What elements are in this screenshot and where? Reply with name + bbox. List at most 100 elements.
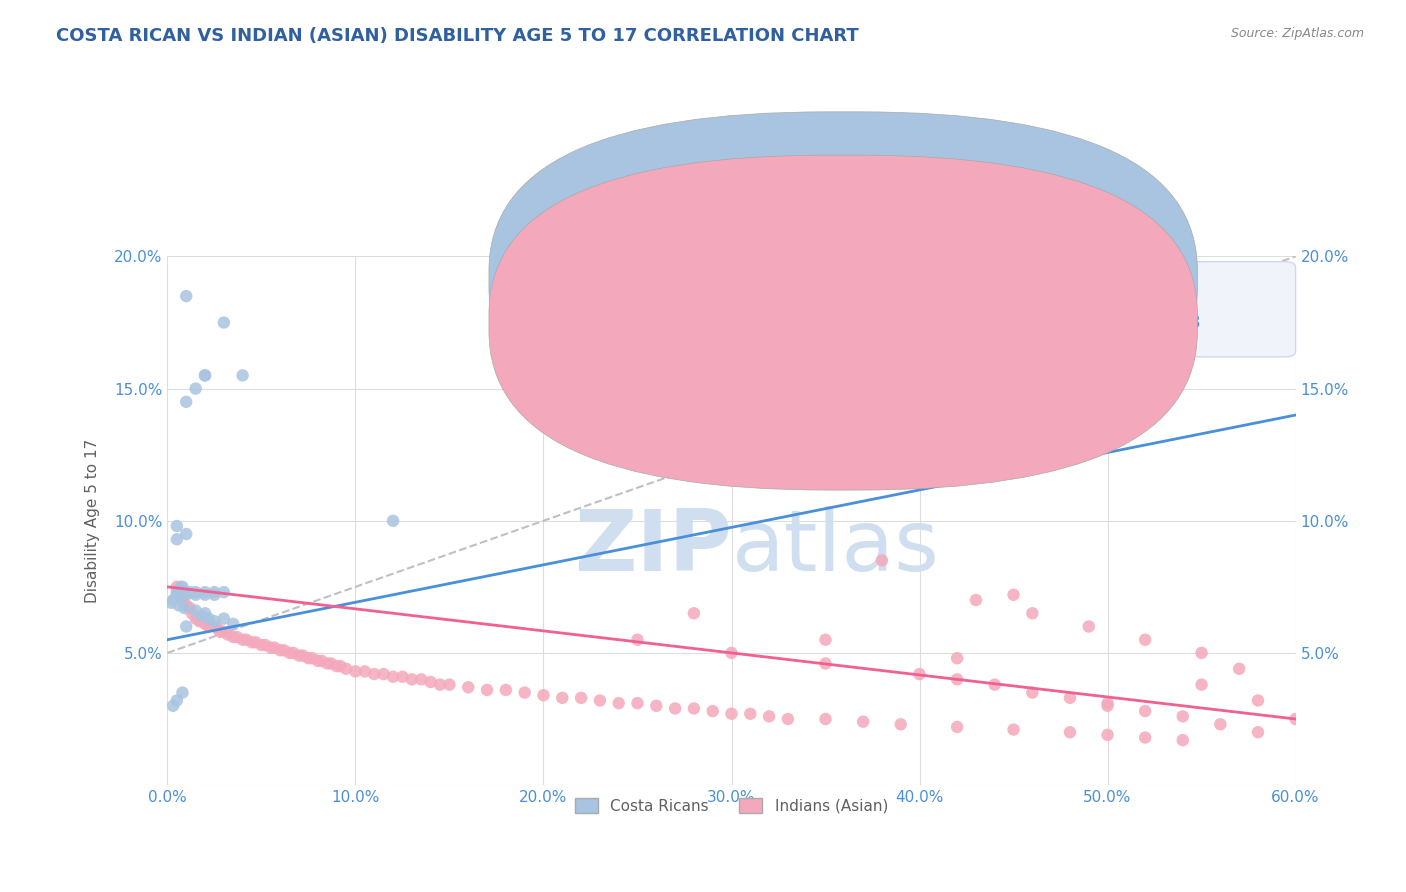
Point bbox=[174, 599, 197, 613]
Point bbox=[288, 648, 311, 663]
Point bbox=[1209, 717, 1232, 731]
Point bbox=[401, 673, 423, 687]
Point bbox=[411, 673, 433, 687]
Legend: Costa Ricans, Indians (Asian): Costa Ricans, Indians (Asian) bbox=[569, 791, 894, 820]
Point bbox=[172, 588, 194, 602]
Point bbox=[250, 638, 273, 652]
Point bbox=[475, 682, 498, 697]
Point bbox=[194, 616, 217, 631]
Point bbox=[870, 553, 893, 567]
Point bbox=[513, 685, 536, 699]
Point bbox=[311, 654, 333, 668]
Point bbox=[179, 585, 201, 599]
Point bbox=[179, 601, 201, 615]
Point bbox=[965, 593, 987, 607]
Point bbox=[209, 624, 232, 639]
Point bbox=[533, 688, 555, 702]
Point bbox=[1247, 693, 1270, 707]
Point bbox=[172, 580, 194, 594]
Point bbox=[184, 588, 207, 602]
Point bbox=[204, 585, 226, 599]
Point bbox=[197, 619, 219, 633]
Point bbox=[740, 706, 762, 721]
Point bbox=[194, 368, 217, 383]
Point bbox=[1002, 723, 1025, 737]
Point bbox=[174, 588, 197, 602]
Point bbox=[160, 596, 183, 610]
Point bbox=[1171, 733, 1194, 747]
Point bbox=[1097, 698, 1119, 713]
Point bbox=[194, 368, 217, 383]
Point bbox=[353, 665, 375, 679]
Point bbox=[291, 648, 314, 663]
Text: N =: N = bbox=[1070, 271, 1101, 289]
Point bbox=[852, 714, 875, 729]
Text: 44: 44 bbox=[1160, 271, 1189, 289]
Point bbox=[232, 632, 254, 647]
Point bbox=[166, 580, 188, 594]
Point bbox=[946, 720, 969, 734]
Point bbox=[1002, 588, 1025, 602]
Text: R =: R = bbox=[856, 271, 886, 289]
Point bbox=[626, 696, 648, 710]
Point bbox=[1191, 678, 1213, 692]
Point bbox=[240, 635, 263, 649]
Point bbox=[260, 640, 283, 655]
Point bbox=[607, 696, 630, 710]
Point bbox=[329, 659, 352, 673]
Point bbox=[273, 643, 295, 657]
Point bbox=[188, 614, 211, 628]
Point bbox=[194, 607, 217, 621]
Point bbox=[720, 646, 742, 660]
Point bbox=[166, 693, 188, 707]
Point bbox=[278, 646, 301, 660]
Point bbox=[1021, 685, 1043, 699]
Point bbox=[391, 670, 413, 684]
Point bbox=[269, 643, 291, 657]
Point bbox=[166, 591, 188, 605]
Text: ZIP: ZIP bbox=[574, 506, 731, 589]
Point bbox=[814, 632, 837, 647]
Point bbox=[814, 657, 837, 671]
Point bbox=[226, 630, 249, 644]
Point bbox=[172, 685, 194, 699]
FancyBboxPatch shape bbox=[810, 261, 1295, 357]
Point bbox=[1133, 632, 1156, 647]
Point bbox=[173, 601, 195, 615]
Text: COSTA RICAN VS INDIAN (ASIAN) DISABILITY AGE 5 TO 17 CORRELATION CHART: COSTA RICAN VS INDIAN (ASIAN) DISABILITY… bbox=[56, 27, 859, 45]
Point bbox=[174, 619, 197, 633]
Point bbox=[184, 382, 207, 396]
Point bbox=[1059, 725, 1081, 739]
Point bbox=[1284, 712, 1306, 726]
Point bbox=[382, 670, 405, 684]
Point bbox=[174, 527, 197, 541]
Point bbox=[1247, 725, 1270, 739]
Point bbox=[890, 717, 912, 731]
Point bbox=[180, 607, 202, 621]
Point bbox=[316, 657, 339, 671]
Point bbox=[174, 289, 197, 303]
Point bbox=[319, 657, 342, 671]
Point bbox=[297, 651, 319, 665]
Point bbox=[1059, 690, 1081, 705]
Point bbox=[162, 593, 184, 607]
Point bbox=[194, 588, 217, 602]
Point bbox=[301, 651, 323, 665]
Point bbox=[167, 599, 190, 613]
Point bbox=[190, 614, 212, 628]
Point bbox=[174, 585, 197, 599]
Point bbox=[184, 604, 207, 618]
Text: R =: R = bbox=[856, 313, 886, 332]
Point bbox=[429, 678, 451, 692]
Point bbox=[166, 588, 188, 602]
Text: -0.555: -0.555 bbox=[935, 313, 994, 332]
Point bbox=[167, 585, 190, 599]
Point bbox=[186, 611, 208, 625]
Point bbox=[344, 665, 367, 679]
Text: 108: 108 bbox=[1160, 313, 1201, 332]
Text: 0.183: 0.183 bbox=[935, 271, 993, 289]
Y-axis label: Disability Age 5 to 17: Disability Age 5 to 17 bbox=[86, 439, 100, 603]
Point bbox=[166, 519, 188, 533]
Point bbox=[1133, 731, 1156, 745]
Point bbox=[1171, 709, 1194, 723]
